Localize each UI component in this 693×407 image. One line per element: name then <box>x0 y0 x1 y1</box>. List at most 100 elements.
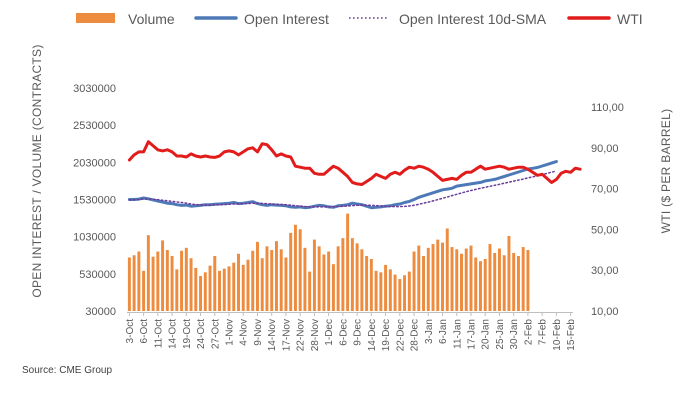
wti-line <box>127 140 582 186</box>
volume-bar <box>241 264 245 311</box>
volume-bar <box>175 269 179 311</box>
volume-bar <box>426 247 430 311</box>
volume-bar <box>132 255 136 311</box>
volume-bar <box>161 240 165 311</box>
volume-bar <box>270 250 274 311</box>
volume-bar <box>398 279 402 311</box>
x-tick-label: 3-Oct <box>125 319 136 344</box>
volume-bar <box>474 257 478 311</box>
y-left-tick-label: 3030000 <box>73 83 116 95</box>
y-right-tick-label: 90,00 <box>591 143 619 155</box>
x-tick-label: 19-Oct <box>182 319 193 349</box>
volume-bar <box>350 238 354 311</box>
x-tick-label: 17-Nov <box>281 319 292 351</box>
volume-bar <box>355 243 359 311</box>
volume-bar <box>507 235 511 311</box>
x-tick-label: 14-Oct <box>168 319 179 349</box>
x-tick-label: 9-Dec <box>353 319 364 346</box>
x-tick-label: 27-Oct <box>210 319 221 349</box>
volume-bar <box>502 255 506 311</box>
x-tick-label: 30-Jan <box>509 319 520 350</box>
volume-bar <box>407 271 411 311</box>
volume-bar <box>360 249 364 311</box>
volume-bar <box>526 250 530 311</box>
source-note: Source: CME Group <box>22 365 113 376</box>
x-tick-label: 24-Oct <box>196 319 207 349</box>
y-right-tick-label: 30,00 <box>591 265 619 277</box>
volume-bar <box>341 238 345 311</box>
volume-bar <box>199 276 203 311</box>
volume-bar <box>393 274 397 311</box>
volume-bar <box>441 242 444 311</box>
volume-bar <box>417 245 421 311</box>
volume-bar <box>384 264 388 311</box>
volume-bar <box>265 246 269 311</box>
legend-label-volume: Volume <box>128 11 175 27</box>
volume-bar <box>289 232 293 311</box>
volume-bar <box>412 251 416 311</box>
volume-bar <box>170 255 174 311</box>
y-left-tick-label: 2530000 <box>73 120 116 132</box>
y-right-tick-label: 10,00 <box>591 306 619 318</box>
legend-swatch-volume <box>76 13 115 23</box>
x-tick-label: 6-Jan <box>438 319 449 344</box>
volume-bar <box>460 253 463 311</box>
volume-bar <box>274 241 278 311</box>
volume-bar <box>203 272 207 311</box>
x-tick-label: 22-Nov <box>296 319 307 351</box>
volume-bar <box>284 257 288 311</box>
volume-bar <box>331 264 335 311</box>
legend: Volume Open Interest Open Interest 10d-S… <box>76 11 643 27</box>
volume-bar <box>497 248 501 311</box>
volume-bar <box>222 268 226 311</box>
volume-bar <box>516 255 520 311</box>
line-series <box>127 140 582 210</box>
x-tick-label: 10-Feb <box>552 319 563 351</box>
volume-bar <box>251 250 255 311</box>
volume-bar <box>479 261 482 311</box>
x-tick-label: 2-Feb <box>523 319 534 346</box>
volume-bar <box>346 213 350 311</box>
y-left-tick-label: 1530000 <box>73 195 116 207</box>
volume-bar <box>213 255 217 311</box>
volume-bar <box>521 247 525 311</box>
volume-bar <box>151 256 155 311</box>
volume-bar <box>379 272 383 311</box>
volume-bar <box>260 258 264 311</box>
x-tick-label: 25-Jan <box>495 319 506 350</box>
x-tick-label: 28-Dec <box>410 319 421 351</box>
volume-bar <box>142 270 146 311</box>
volume-bar <box>431 244 435 311</box>
y-axis-right: 10,00 30,00 50,00 70,00 90,00 110,00 <box>591 102 624 318</box>
volume-bar <box>365 255 369 311</box>
x-tick-label: 7-Feb <box>538 319 549 346</box>
x-tick-label: 14-Nov <box>267 319 278 351</box>
volume-bar <box>436 239 440 311</box>
x-tick-label: 3-Jan <box>424 319 435 344</box>
volume-bar <box>303 247 307 311</box>
volume-bar <box>208 265 212 311</box>
x-tick-label: 20-Jan <box>481 319 492 350</box>
volume-bar <box>237 253 240 311</box>
volume-bar <box>246 259 250 311</box>
x-tick-label: 28-Nov <box>310 319 321 351</box>
y-axis-right-title: WTI ($ PER BARREL) <box>659 109 673 234</box>
x-axis: 3-Oct 6-Oct 11-Oct 14-Oct 19-Oct 24-Oct 27-Oct… <box>125 312 577 351</box>
y-left-tick-label: 1030000 <box>73 232 116 244</box>
x-tick-label: 11-Oct <box>153 319 164 348</box>
volume-bar <box>483 258 487 311</box>
volume-bar <box>374 270 378 311</box>
volume-bar <box>369 258 373 311</box>
volume-bar <box>127 257 131 311</box>
volume-bar <box>469 245 473 311</box>
y-left-tick-label: 530000 <box>79 269 116 281</box>
volume-bar <box>464 248 468 311</box>
volume-bar <box>156 251 160 311</box>
x-tick-label: 6-Dec <box>338 319 349 346</box>
volume-bar <box>512 253 516 311</box>
volume-bars <box>127 213 530 311</box>
volume-bar <box>445 228 449 311</box>
volume-bar <box>322 254 326 311</box>
legend-label-sma: Open Interest 10d-SMA <box>399 11 547 27</box>
